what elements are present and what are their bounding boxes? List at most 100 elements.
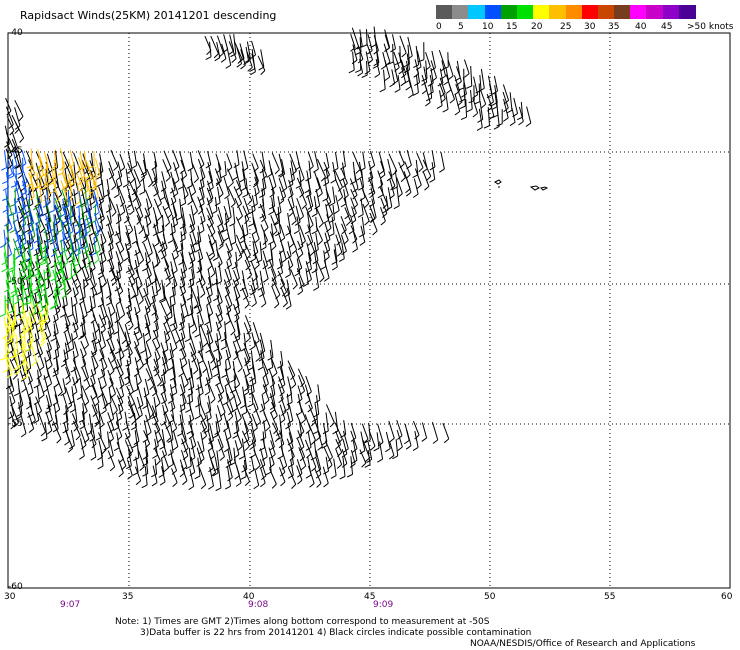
wind-barb [343,420,347,435]
wind-barb-flag [416,184,422,190]
wind-barb [215,421,219,436]
wind-barb-flag [14,246,21,251]
wind-barb [335,438,343,453]
wind-barb-flag [377,458,383,463]
wind-barb-flag [55,271,62,275]
wind-barb [45,366,53,384]
wind-barb [305,268,309,284]
wind-barb-flag [99,218,105,223]
wind-barb [189,224,197,244]
wind-barb [334,170,343,188]
wind-barb [143,287,152,306]
wind-barb [171,233,179,249]
wind-barb [180,366,189,384]
wind-barb-flag [140,177,145,183]
wind-barb [190,286,199,305]
coastline [494,179,549,191]
wind-barb [189,468,195,487]
wind-barb [197,196,204,211]
wind-barb [223,279,230,294]
wind-barb-flag [236,203,242,209]
legend-swatch [614,5,631,19]
wind-barb [334,222,342,242]
wind-barb [73,234,77,251]
wind-barb-flag [220,346,227,350]
wind-barb [127,258,135,274]
wind-barb-flag [282,302,288,308]
wind-barb [29,333,32,349]
wind-barb [234,261,240,279]
wind-barb [84,245,92,265]
wind-barb [128,277,137,295]
wind-barb-flag [97,465,104,470]
wind-barb [76,171,83,190]
wind-barb [287,360,296,376]
wind-barb [100,252,105,272]
wind-barb [5,190,9,210]
wind-barb [416,152,424,168]
wind-barb-flag [355,168,361,174]
wind-barb-flag [286,401,293,406]
wind-barb [151,285,156,302]
wind-barb-flag [161,400,167,405]
wind-barb [398,52,405,71]
wind-barb [196,358,203,377]
wind-barb [44,421,48,439]
wind-barb-flag [74,223,81,227]
wind-barb [384,29,391,48]
wind-barb [15,334,19,355]
wind-barb-flag [33,206,39,211]
wind-barb [316,158,326,178]
wind-barb [169,342,174,357]
wind-barb [44,331,53,349]
wind-barb [308,404,317,423]
wind-barb [308,189,314,207]
wind-barb [44,308,47,323]
wind-barb-flag [131,165,137,169]
wind-barb [128,348,132,364]
wind-barb-flag [412,174,419,178]
wind-barb-flag [138,229,144,235]
wind-barb [217,225,225,243]
wind-barb [27,340,32,355]
wind-barb-flag [387,61,394,65]
wind-barb [181,207,186,226]
wind-barb [198,467,207,485]
wind-barb [60,239,64,255]
wind-barb [35,227,41,248]
wind-barb [100,305,107,325]
wind-barb [334,422,343,440]
wind-barb [297,430,305,447]
wind-barb-flag [421,81,427,86]
wind-barb [35,162,41,178]
wind-barb-flag [27,391,34,397]
wind-barb [38,165,42,186]
wind-barb [110,267,117,282]
wind-barb [221,43,227,59]
wind-barb [261,357,269,374]
wind-barb [171,215,176,232]
wind-barb-flag [33,419,40,424]
wind-barb [172,178,179,194]
wind-barb [145,368,155,386]
wind-barb [62,198,67,214]
wind-barb-flag [179,169,186,174]
wind-barb-flag [42,304,49,309]
wind-barb [62,305,71,325]
wind-barb [37,240,43,259]
wind-barb-flag [355,69,361,73]
wind-barb-flag [321,445,328,449]
wind-barb-flag [176,217,182,221]
wind-barb [137,385,144,406]
wind-barb [99,421,102,438]
wind-barb [116,286,122,302]
wind-barb [316,260,325,279]
wind-barb [61,172,68,187]
wind-barb [314,252,318,271]
wind-barb-flag [249,377,256,382]
wind-barb [414,168,422,186]
wind-barb [262,439,268,457]
wind-barb-flag [39,342,45,347]
wind-barb [235,234,244,253]
wind-barb [288,231,298,251]
